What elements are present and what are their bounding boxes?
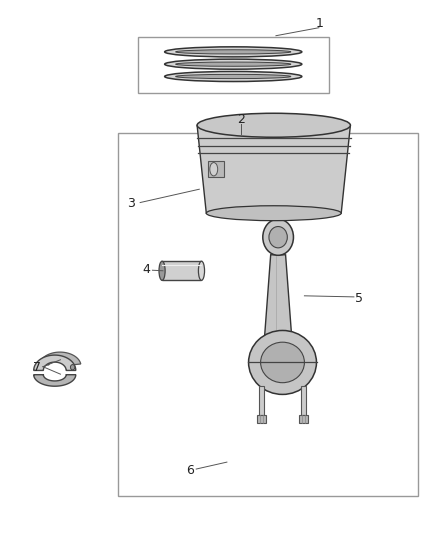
Ellipse shape: [165, 59, 302, 69]
Bar: [118, 133, 418, 496]
Ellipse shape: [206, 206, 341, 221]
Polygon shape: [39, 352, 81, 365]
Bar: [299, 415, 308, 423]
Polygon shape: [264, 255, 292, 343]
Ellipse shape: [176, 75, 291, 78]
Ellipse shape: [198, 261, 205, 280]
Polygon shape: [197, 125, 350, 213]
Ellipse shape: [71, 365, 75, 370]
Text: 1: 1: [316, 18, 324, 30]
Bar: [208, 161, 224, 177]
Bar: [162, 261, 201, 280]
Ellipse shape: [197, 114, 350, 137]
Ellipse shape: [165, 71, 302, 82]
Text: 6: 6: [187, 464, 194, 477]
Ellipse shape: [263, 219, 293, 255]
Bar: [301, 386, 307, 415]
Polygon shape: [34, 375, 76, 386]
Ellipse shape: [176, 62, 291, 66]
Text: 5: 5: [355, 292, 363, 305]
Bar: [258, 386, 265, 415]
Ellipse shape: [261, 342, 304, 383]
Polygon shape: [34, 355, 76, 370]
Bar: [257, 415, 266, 423]
Ellipse shape: [210, 163, 218, 176]
Text: 7: 7: [33, 361, 41, 374]
Ellipse shape: [159, 261, 165, 280]
Ellipse shape: [269, 227, 287, 248]
Ellipse shape: [249, 330, 316, 394]
Bar: [138, 37, 328, 93]
Ellipse shape: [165, 47, 302, 57]
Text: 3: 3: [127, 197, 135, 210]
Text: 2: 2: [237, 114, 245, 126]
Text: 4: 4: [143, 263, 151, 276]
Ellipse shape: [176, 50, 291, 54]
